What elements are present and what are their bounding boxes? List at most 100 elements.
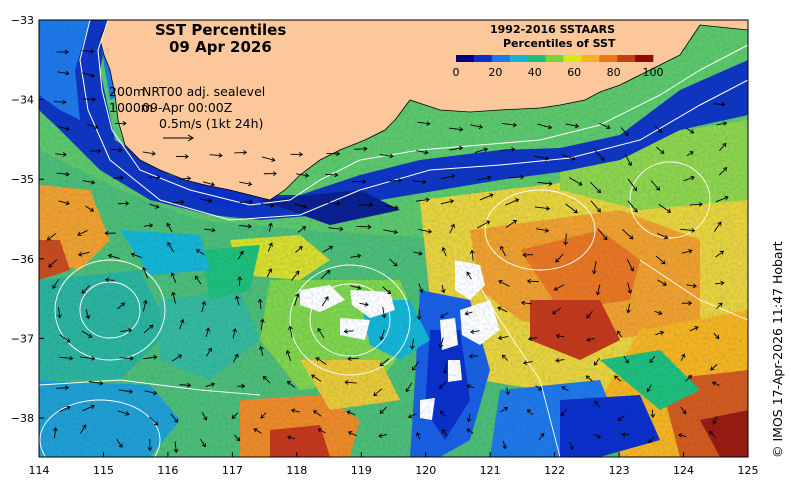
current-arrow-head xyxy=(52,284,57,289)
current-arrow xyxy=(502,440,506,449)
current-arrow xyxy=(505,220,517,228)
current-arrow xyxy=(348,431,357,437)
current-arrow xyxy=(501,123,517,126)
current-arrow-head xyxy=(720,280,725,286)
current-arrow xyxy=(52,279,60,289)
current-arrow-head xyxy=(343,328,348,334)
current-arrow xyxy=(528,337,538,340)
current-arrow xyxy=(655,255,666,265)
current-arrow-head xyxy=(367,224,372,230)
current-arrow-head xyxy=(205,327,211,332)
current-arrow-head xyxy=(104,230,109,236)
current-arrow-head xyxy=(422,179,427,185)
current-arrow-head xyxy=(407,413,413,419)
current-arrow xyxy=(117,410,130,415)
current-arrow-head xyxy=(247,223,252,229)
current-arrow xyxy=(647,384,652,392)
current-arrow xyxy=(82,50,94,53)
current-arrow-head xyxy=(512,122,518,128)
current-arrow-head xyxy=(469,249,475,254)
current-arrow xyxy=(678,434,687,438)
current-arrow xyxy=(345,381,357,384)
current-arrow-head xyxy=(167,242,172,247)
current-arrow-head xyxy=(286,435,292,440)
current-arrow-head xyxy=(502,444,507,450)
current-arrow xyxy=(59,334,70,343)
current-arrow xyxy=(56,172,70,175)
current-arrow-head xyxy=(90,180,96,185)
current-arrow-head xyxy=(272,171,277,176)
current-arrow-head xyxy=(69,355,74,361)
current-arrow xyxy=(523,361,533,364)
current-arrow-head xyxy=(499,245,505,250)
x-tick-label: 114 xyxy=(29,464,50,477)
current-arrow xyxy=(389,258,398,267)
current-arrow-head xyxy=(616,330,621,335)
current-arrow-head xyxy=(591,270,597,275)
current-arrow-head xyxy=(170,272,176,277)
current-arrow xyxy=(239,201,253,203)
current-arrow xyxy=(412,180,427,183)
current-arrow-head xyxy=(662,281,667,286)
current-arrow-head xyxy=(586,314,591,319)
current-arrow xyxy=(648,436,655,443)
current-arrow xyxy=(685,375,692,382)
current-arrow xyxy=(440,312,448,318)
current-arrow xyxy=(467,413,471,422)
current-arrow-head xyxy=(234,295,240,300)
current-arrow-head xyxy=(119,175,125,181)
current-arrow xyxy=(200,198,212,202)
current-arrow-head xyxy=(81,289,86,294)
current-arrow-head xyxy=(544,155,550,161)
current-arrow xyxy=(689,326,699,332)
current-arrow-head xyxy=(466,418,472,423)
current-arrow xyxy=(413,251,423,255)
x-tick-label: 118 xyxy=(286,464,307,477)
current-arrow-head xyxy=(295,270,300,275)
current-arrow xyxy=(534,206,550,210)
current-arrow-head xyxy=(658,128,663,133)
current-arrow xyxy=(560,408,567,416)
current-arrow-head xyxy=(659,330,665,336)
current-arrow xyxy=(471,250,474,261)
current-arrow xyxy=(569,177,583,186)
current-arrow-head xyxy=(147,447,153,452)
current-arrow-head xyxy=(130,252,136,258)
current-arrow xyxy=(204,228,216,231)
current-arrow-head xyxy=(440,313,445,318)
current-arrow-head xyxy=(271,157,276,162)
current-arrow-head xyxy=(201,300,207,306)
current-arrow-head xyxy=(57,314,62,319)
current-arrow-head xyxy=(364,302,369,307)
current-arrow-head xyxy=(298,246,303,251)
current-arrow-head xyxy=(629,235,634,240)
current-arrow-head xyxy=(418,251,423,256)
current-arrow xyxy=(586,310,593,319)
current-arrow-head xyxy=(439,410,444,415)
current-arrow xyxy=(651,409,654,418)
current-arrow xyxy=(88,381,103,384)
current-arrow-head xyxy=(405,387,410,393)
current-arrow xyxy=(313,410,322,417)
current-arrow-head xyxy=(425,197,430,203)
current-arrow xyxy=(108,254,120,259)
current-arrow-head xyxy=(489,193,494,198)
current-arrow xyxy=(476,220,490,229)
current-arrow xyxy=(716,302,723,310)
current-arrow-head xyxy=(393,262,398,267)
current-arrow xyxy=(287,381,295,388)
current-arrow xyxy=(266,268,272,278)
current-arrow xyxy=(527,280,539,283)
current-arrow-head xyxy=(418,288,424,294)
current-arrow-head xyxy=(346,410,351,415)
current-arrow xyxy=(408,413,417,418)
current-arrow-head xyxy=(600,156,605,162)
current-arrow xyxy=(48,259,58,268)
current-arrow-head xyxy=(627,161,632,167)
current-arrow xyxy=(53,101,66,103)
current-arrow-head xyxy=(438,344,444,349)
current-arrow xyxy=(316,357,327,365)
current-arrow-head xyxy=(381,314,387,319)
current-arrow xyxy=(149,203,160,208)
current-arrow-head xyxy=(285,350,291,355)
